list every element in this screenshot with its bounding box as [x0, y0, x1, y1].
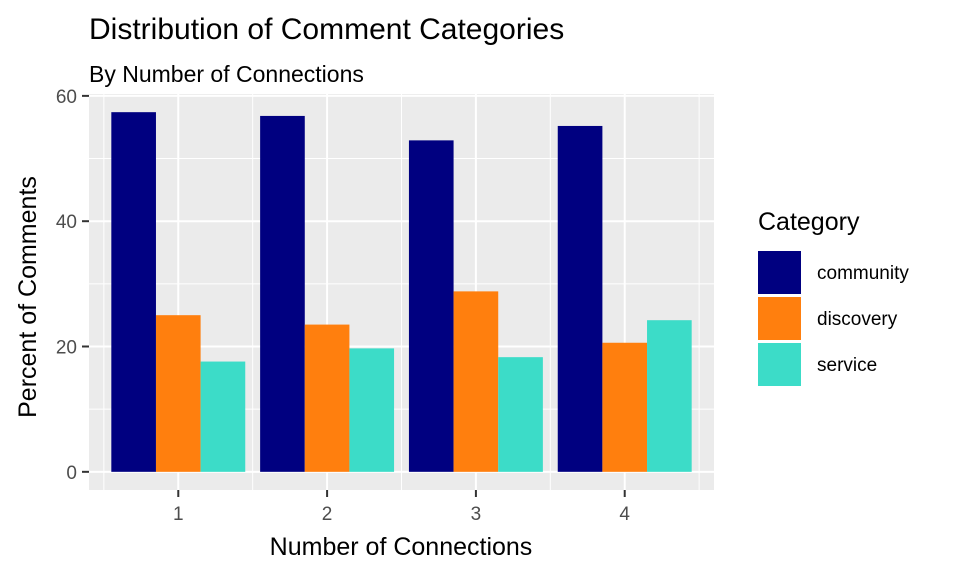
x-axis-title: Number of Connections	[270, 533, 533, 561]
x-tick-label: 2	[322, 504, 333, 525]
legend-swatch-service	[758, 343, 801, 386]
y-tick-label: 60	[56, 87, 77, 108]
y-tick-label: 40	[56, 212, 77, 233]
chart-subtitle: By Number of Connections	[89, 61, 364, 87]
legend-title: Category	[758, 208, 860, 236]
legend-swatch-community	[758, 251, 801, 294]
bar-community-2	[260, 115, 305, 472]
bar-discovery-3	[453, 291, 499, 472]
bar-community-3	[408, 140, 454, 472]
bar-discovery-2	[304, 324, 350, 472]
x-tick-label: 4	[619, 504, 630, 525]
chart-title: Distribution of Comment Categories	[89, 13, 564, 46]
bar-discovery-1	[155, 315, 201, 472]
bar-service-3	[498, 357, 543, 472]
x-axis: 1 2 3 4	[173, 490, 630, 525]
legend: Category community discovery service	[758, 208, 909, 386]
bar-community-4	[557, 125, 603, 472]
legend-label-service: service	[817, 355, 877, 376]
x-tick-label: 1	[173, 504, 184, 525]
x-tick-label: 3	[471, 504, 482, 525]
bar-service-2	[349, 348, 395, 472]
legend-label-discovery: discovery	[817, 309, 898, 330]
bars	[111, 112, 692, 472]
legend-label-community: community	[817, 263, 909, 284]
y-axis-title: Percent of Comments	[14, 176, 42, 418]
bar-community-1	[111, 112, 156, 472]
legend-swatch-discovery	[758, 297, 801, 340]
bar-service-4	[647, 320, 692, 472]
y-tick-label: 0	[66, 463, 77, 484]
y-axis: 0 20 40 60	[56, 87, 89, 484]
y-tick-label: 20	[56, 338, 77, 359]
bar-service-1	[200, 361, 246, 472]
bar-discovery-4	[602, 342, 648, 472]
